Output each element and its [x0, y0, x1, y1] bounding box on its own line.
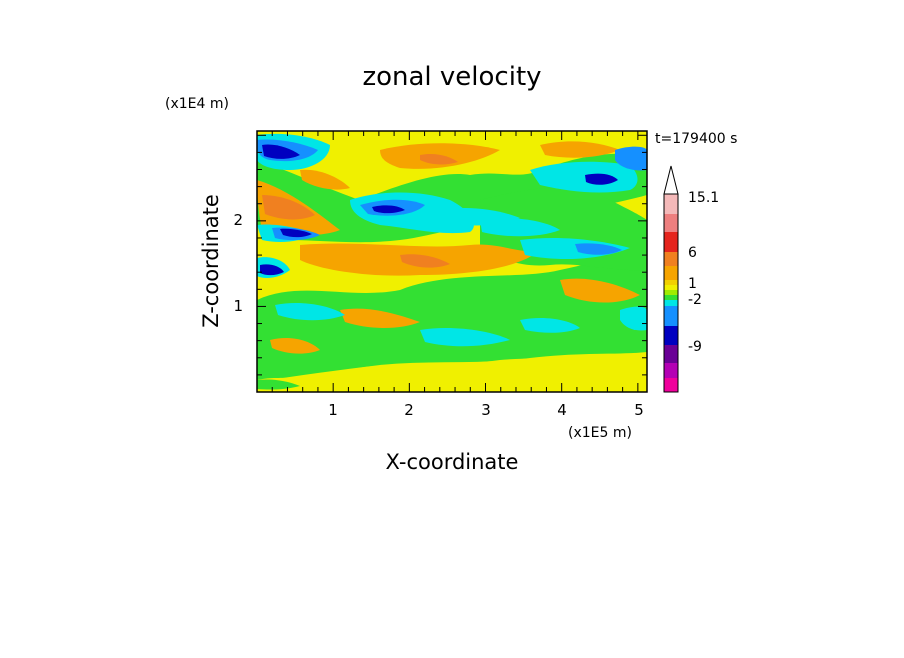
colorbar-swatch — [664, 378, 678, 392]
x-tick-label: 2 — [404, 401, 414, 419]
contour-region — [615, 146, 647, 171]
colorbar-swatch — [664, 326, 678, 345]
colorbar-swatch — [664, 214, 678, 232]
contour-region — [520, 317, 580, 333]
contour-region — [340, 308, 420, 328]
colorbar-label: -9 — [688, 339, 702, 355]
contour-region — [280, 228, 312, 238]
colorbar-swatch — [664, 252, 678, 266]
contour-region — [262, 144, 300, 159]
contour-region — [300, 169, 350, 190]
contour-region — [540, 141, 620, 158]
contour-region — [420, 153, 458, 165]
y-tick-label: 2 — [233, 211, 243, 229]
colorbar-swatch — [664, 306, 678, 326]
colorbar-frame — [663, 193, 679, 393]
contour-region — [262, 195, 315, 220]
colorbar-label: 15.1 — [688, 190, 719, 206]
colorbar-swatch — [664, 280, 678, 285]
colorbar-label: 6 — [688, 245, 697, 261]
colorbar-swatch — [664, 300, 678, 306]
colorbar-swatch — [664, 295, 678, 300]
colorbar-swatch — [664, 345, 678, 363]
x-axis-label: X-coordinate — [386, 450, 519, 474]
contour-region — [585, 173, 618, 185]
x-tick-label: 1 — [328, 401, 338, 419]
colorbar — [663, 165, 679, 393]
colorbar-swatch — [664, 285, 678, 290]
chart-title: zonal velocity — [362, 62, 541, 92]
x-tick-label: 3 — [481, 401, 491, 419]
contour-region — [270, 338, 320, 354]
time-label: t=179400 s — [655, 131, 737, 147]
plot-frame — [256, 130, 648, 393]
contour-region — [275, 303, 345, 321]
x-tick-label: 5 — [634, 401, 644, 419]
colorbar-swatch — [664, 363, 678, 378]
colorbar-label: -2 — [688, 292, 702, 308]
colorbar-swatch — [664, 290, 678, 295]
contour-region — [480, 218, 560, 237]
colorbar-swatch — [664, 194, 678, 214]
contour-region — [530, 161, 638, 193]
contour-region — [260, 264, 284, 276]
contour-region — [400, 254, 450, 268]
y-axis-label: Z-coordinate — [199, 194, 223, 328]
contour-field — [257, 131, 647, 392]
contour-region — [257, 379, 300, 390]
colorbar-swatch — [664, 266, 678, 280]
x-scale-note: (x1E5 m) — [568, 425, 632, 441]
axis-ticks — [257, 131, 647, 392]
x-tick-label: 4 — [557, 401, 567, 419]
contour-region — [257, 245, 647, 380]
contour-region — [620, 306, 647, 331]
y-tick-label: 1 — [233, 297, 243, 315]
colorbar-swatch — [664, 232, 678, 252]
contour-region — [560, 278, 640, 303]
colorbar-overflow-cap — [663, 165, 679, 195]
y-scale-note: (x1E4 m) — [165, 96, 229, 112]
contour-region — [372, 205, 405, 214]
contour-region — [420, 328, 510, 347]
contour-region — [575, 243, 622, 255]
colorbar-label: 1 — [688, 276, 697, 292]
contour-region — [257, 352, 647, 392]
